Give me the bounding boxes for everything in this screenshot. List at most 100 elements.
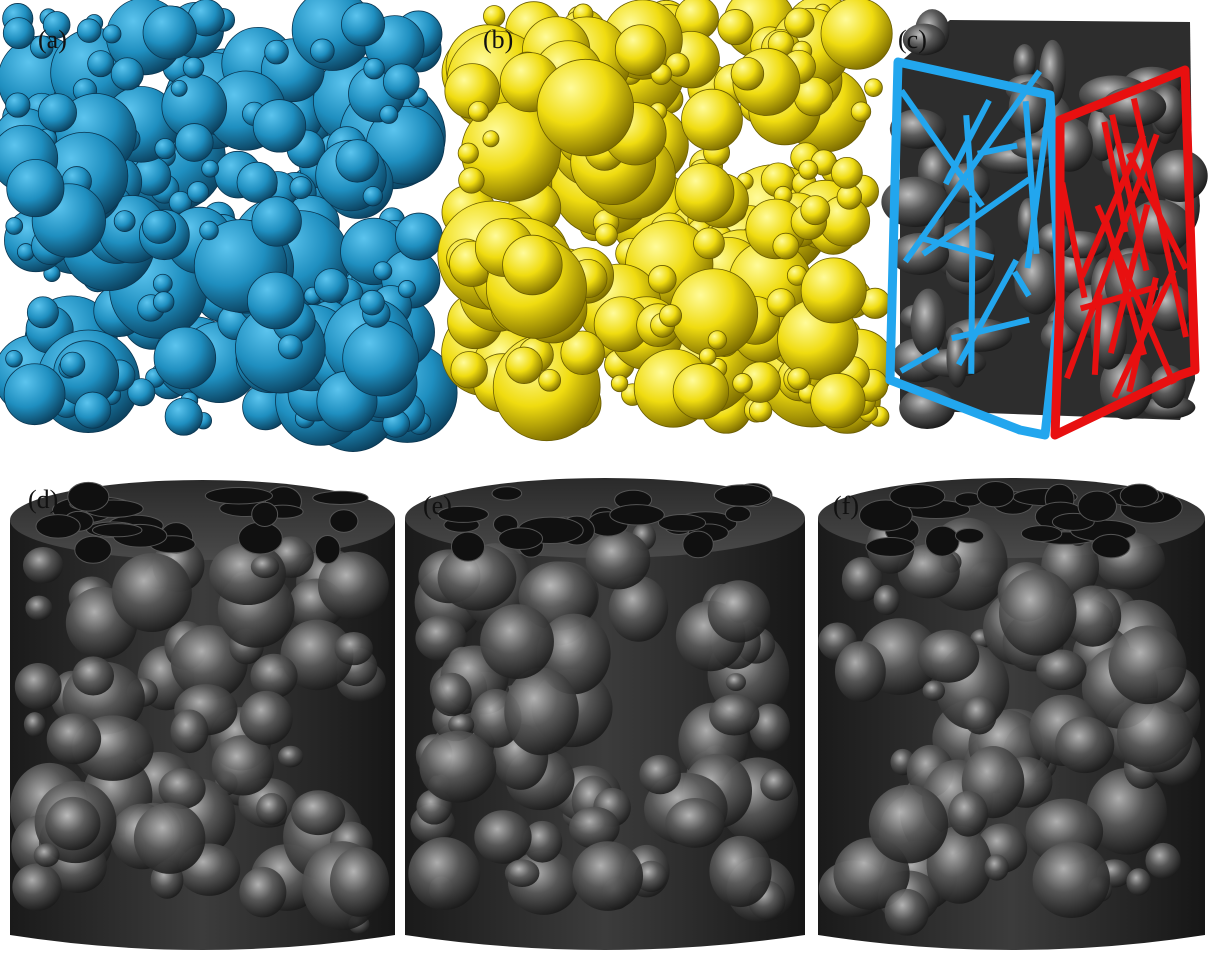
sphere — [175, 124, 213, 162]
sphere — [60, 352, 85, 377]
sphere — [103, 25, 121, 43]
pore — [911, 289, 946, 357]
top-pore — [499, 528, 543, 549]
pore — [709, 694, 759, 735]
sphere-pack — [438, 0, 895, 441]
sphere — [458, 143, 478, 163]
sphere — [708, 331, 726, 349]
pore — [25, 596, 52, 621]
pore — [23, 547, 63, 583]
sphere — [343, 320, 419, 396]
sphere — [718, 9, 753, 44]
top-pore — [330, 510, 358, 533]
sphere — [459, 168, 485, 194]
pore — [586, 530, 651, 589]
sphere — [483, 131, 499, 147]
sphere — [811, 373, 865, 427]
foam-cylinder — [10, 480, 395, 950]
sphere — [675, 163, 734, 222]
pore — [72, 656, 114, 695]
sphere — [247, 272, 304, 329]
pore — [291, 790, 345, 835]
sphere — [503, 235, 563, 295]
top-pore — [315, 535, 340, 563]
pore — [760, 769, 793, 801]
panel-label: (b) — [483, 25, 513, 54]
top-pore — [36, 515, 80, 539]
pore — [572, 841, 643, 911]
top-pore — [955, 528, 983, 543]
sphere — [660, 305, 682, 327]
pore — [504, 668, 579, 756]
pore — [250, 654, 297, 699]
sphere — [38, 94, 76, 132]
top-pore — [75, 536, 112, 563]
sphere — [865, 79, 883, 97]
top-pore — [714, 485, 770, 506]
pore — [419, 731, 496, 803]
sphere — [451, 351, 488, 388]
sphere — [171, 80, 187, 96]
pore — [1145, 843, 1180, 879]
sphere — [237, 162, 277, 202]
sphere — [114, 211, 135, 232]
sphere — [154, 327, 216, 389]
sphere — [265, 40, 289, 64]
pore — [708, 580, 771, 642]
panel-label: (c) — [898, 25, 927, 54]
sphere — [773, 233, 799, 259]
pore — [1036, 649, 1086, 690]
pore — [1117, 698, 1193, 773]
pore — [726, 673, 746, 691]
pore — [251, 555, 279, 578]
sphere — [383, 64, 419, 100]
sphere — [398, 280, 415, 297]
pore — [240, 691, 293, 745]
sphere — [611, 375, 628, 392]
top-pore — [239, 522, 283, 554]
sphere — [851, 102, 871, 122]
pore — [134, 803, 205, 874]
foam-block — [881, 9, 1207, 435]
sphere — [831, 157, 862, 188]
sphere — [202, 160, 219, 177]
top-pore — [926, 526, 960, 556]
sphere — [253, 100, 306, 153]
sphere — [314, 269, 348, 303]
sphere — [310, 39, 334, 63]
pore — [962, 696, 996, 735]
sphere — [290, 177, 312, 199]
sphere — [187, 182, 208, 203]
sphere — [6, 350, 23, 367]
pore — [1152, 150, 1208, 202]
sphere — [153, 274, 172, 293]
sphere — [88, 51, 114, 77]
pore — [923, 681, 945, 701]
sphere — [395, 213, 442, 260]
sphere — [731, 57, 764, 90]
sphere — [785, 8, 814, 37]
pore — [999, 570, 1077, 656]
pore — [869, 785, 948, 864]
pore — [112, 553, 192, 632]
pore — [408, 837, 480, 910]
panel-label: (f) — [833, 491, 859, 520]
sphere — [821, 0, 892, 69]
pore — [1033, 842, 1110, 918]
sphere — [278, 335, 302, 359]
pore — [474, 810, 531, 864]
top-pore — [866, 537, 914, 556]
panel-label: (e) — [423, 491, 452, 520]
pore — [45, 797, 100, 850]
sphere — [77, 19, 101, 43]
top-pore — [451, 532, 484, 561]
sphere — [788, 368, 810, 390]
sphere — [6, 93, 30, 117]
sphere — [165, 398, 202, 435]
panel-label: (d) — [28, 485, 58, 514]
pore — [47, 714, 101, 765]
sphere — [364, 58, 385, 79]
pore — [985, 854, 1009, 880]
pore — [948, 791, 988, 837]
page: (a) (b) (c) (d) (e) (f) (() => { const d… — [0, 0, 1224, 966]
